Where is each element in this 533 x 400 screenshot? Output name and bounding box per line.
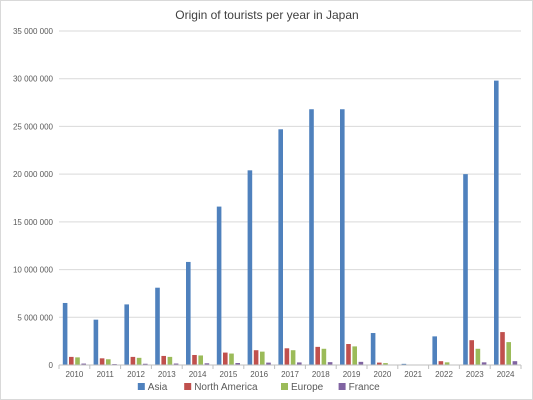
bar-europe	[198, 355, 203, 365]
bar-europe	[444, 362, 450, 365]
bar-asia	[247, 170, 253, 365]
bar-europe	[167, 356, 173, 365]
bar-france	[266, 362, 271, 365]
x-tick-label: 2024	[497, 370, 515, 379]
bar-north-america	[223, 352, 228, 365]
bar-france	[81, 363, 86, 365]
bar-north-america	[69, 356, 74, 365]
bar-north-america	[130, 356, 136, 365]
y-tick-label: 25 000 000	[13, 122, 54, 131]
x-tick-label: 2010	[66, 370, 84, 379]
x-tick-label: 2013	[158, 370, 176, 379]
gridlines	[59, 30, 521, 318]
legend-swatch-north-america	[184, 383, 192, 390]
bar-north-america	[315, 346, 320, 365]
legend-label: France	[349, 382, 381, 393]
bar-europe	[383, 363, 388, 365]
bar-north-america	[346, 344, 351, 365]
bar-europe	[260, 351, 265, 365]
legend-swatch-europe	[281, 383, 288, 390]
bar-north-america	[469, 340, 474, 365]
bar-asia	[278, 129, 283, 365]
x-tick-label: 2018	[312, 370, 330, 379]
x-tick-label: 2016	[250, 370, 268, 379]
bar-france	[235, 363, 240, 365]
bar-north-america	[377, 362, 382, 365]
x-tick-label: 2021	[404, 370, 422, 379]
bar-north-america	[438, 361, 444, 365]
x-tick-label: 2012	[127, 370, 145, 379]
bar-north-america	[161, 355, 166, 365]
bar-north-america	[99, 358, 105, 365]
bar-europe	[106, 359, 111, 365]
bar-france	[204, 363, 210, 365]
legend: Asia North America Europe France	[137, 382, 381, 393]
x-tick-label: 2020	[374, 370, 392, 379]
bars	[62, 80, 518, 366]
y-tick-label: 15 000 000	[13, 218, 54, 227]
bar-north-america	[284, 348, 290, 365]
bar-europe	[290, 350, 296, 365]
bar-france	[512, 361, 518, 365]
legend-swatch-france	[338, 383, 346, 390]
x-tick-label: 2023	[466, 370, 484, 379]
legend-label: North America	[194, 382, 258, 393]
legend-label: Europe	[291, 382, 324, 393]
bar-europe	[475, 348, 481, 365]
bar-asia	[432, 336, 437, 365]
y-tick-label: 0	[49, 361, 54, 370]
y-tick-label: 10 000 000	[13, 266, 54, 275]
legend-swatch-asia	[137, 383, 145, 390]
bar-europe	[321, 348, 327, 365]
bar-france	[143, 363, 148, 365]
bar-europe	[352, 346, 357, 365]
x-tick-label: 2019	[343, 370, 361, 379]
bar-france	[481, 362, 487, 365]
bar-asia	[463, 174, 468, 365]
x-tick-label: 2015	[220, 370, 238, 379]
bar-asia	[401, 363, 407, 365]
bar-asia	[93, 319, 99, 365]
bar-france	[173, 363, 179, 365]
y-tick-label: 20 000 000	[13, 170, 54, 179]
bar-asia	[340, 109, 345, 365]
bar-asia	[62, 302, 68, 365]
bar-europe	[75, 357, 80, 365]
y-tick-label: 30 000 000	[13, 75, 54, 84]
bar-asia	[124, 304, 129, 365]
bar-asia	[370, 333, 376, 365]
axes: 0 5 000 000 10 000 000 15 000 000 20 000 000…	[13, 27, 522, 379]
bar-europe	[229, 353, 234, 365]
chart-title: Origin of tourists per year in Japan	[175, 8, 358, 22]
bar-europe	[506, 342, 511, 365]
legend-label: Asia	[148, 382, 168, 393]
y-tick-label: 5 000 000	[17, 313, 53, 322]
bar-france	[327, 362, 333, 365]
y-tick-label: 35 000 000	[13, 27, 54, 36]
bar-asia	[155, 287, 160, 365]
x-tick-label: 2014	[189, 370, 207, 379]
bar-asia	[494, 80, 499, 366]
bar-france	[358, 361, 364, 365]
bar-north-america	[500, 332, 505, 365]
bar-north-america	[253, 350, 259, 365]
bar-asia	[186, 261, 191, 365]
bar-europe	[136, 357, 142, 365]
bar-france	[297, 362, 302, 365]
x-tick-label: 2017	[281, 370, 299, 379]
bar-asia	[309, 109, 314, 365]
x-tick-label: 2022	[435, 370, 453, 379]
bar-north-america	[192, 354, 197, 365]
bar-asia	[216, 206, 222, 365]
x-tick-label: 2011	[97, 370, 115, 379]
